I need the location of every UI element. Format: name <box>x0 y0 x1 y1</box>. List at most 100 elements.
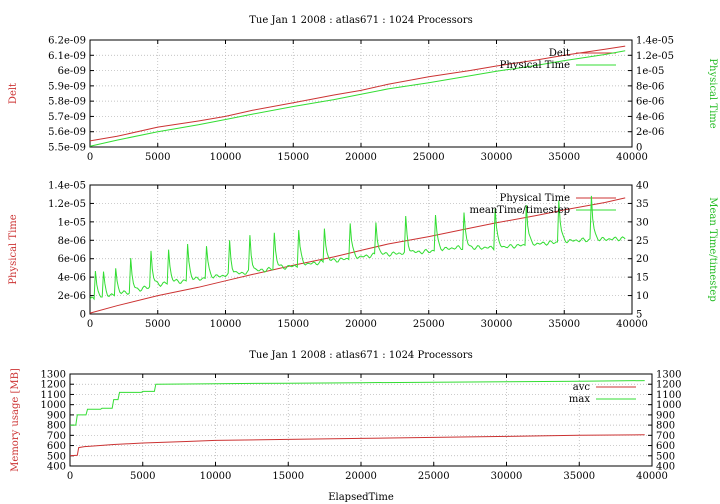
legend-label: Delt <box>549 48 570 59</box>
chart-title: Tue Jan 1 2008 : atlas671 : 1024 Process… <box>249 15 472 26</box>
x-tick-label: 30000 <box>481 152 513 163</box>
y2-tick-label: 1.2e-05 <box>636 51 674 62</box>
y2-tick-label: 0 <box>636 143 642 154</box>
y-tick-label: 600 <box>47 441 66 452</box>
x-tick-label: 0 <box>67 471 73 482</box>
y-tick-label: 400 <box>47 462 66 473</box>
x-tick-label: 15000 <box>277 319 309 330</box>
x-tick-label: 25000 <box>413 152 445 163</box>
y2-tick-label: 1200 <box>656 380 681 391</box>
series-line-delt <box>89 45 626 142</box>
y2-tick-label: 8e-06 <box>636 81 664 92</box>
y2-tick-label: 1300 <box>656 370 681 381</box>
y-tick-label: 700 <box>47 431 66 442</box>
x-tick-label: 15000 <box>272 471 304 482</box>
y2-tick-label: 30 <box>636 217 649 228</box>
series-line-max <box>70 380 645 426</box>
x-tick-label: 5000 <box>145 152 170 163</box>
y-tick-label: 8e-06 <box>58 236 86 247</box>
x-tick-label: 40000 <box>636 471 668 482</box>
x-tick-label: 5000 <box>130 471 155 482</box>
x-tick-label: 30000 <box>481 319 513 330</box>
y-tick-label: 6e-06 <box>58 254 86 265</box>
y2-axis-label: Physical Time <box>707 58 718 128</box>
x-tick-label: 30000 <box>491 471 523 482</box>
y2-tick-label: 2e-06 <box>636 127 664 138</box>
y-tick-label: 5.9e-09 <box>48 81 86 92</box>
y-tick-label: 6.2e-09 <box>48 36 86 47</box>
series-line-physical-time <box>89 197 626 314</box>
y2-tick-label: 1.4e-05 <box>636 36 674 47</box>
y-tick-label: 1.4e-05 <box>48 181 86 192</box>
y2-tick-label: 1000 <box>656 400 681 411</box>
y-tick-label: 6.1e-09 <box>48 51 86 62</box>
x-axis-label: ElapsedTime <box>328 492 394 503</box>
x-tick-label: 25000 <box>413 319 445 330</box>
x-tick-label: 40000 <box>616 152 648 163</box>
y-tick-label: 5.7e-09 <box>48 112 86 123</box>
y-tick-label: 5.5e-09 <box>48 143 86 154</box>
y2-tick-label: 10 <box>636 291 649 302</box>
x-tick-label: 15000 <box>277 152 309 163</box>
y2-tick-label: 1100 <box>656 390 681 401</box>
x-tick-label: 35000 <box>548 152 580 163</box>
y-tick-label: 500 <box>47 451 66 462</box>
y-axis-label: Delt <box>8 83 19 104</box>
y2-tick-label: 20 <box>636 254 649 265</box>
y2-tick-label: 600 <box>656 441 675 452</box>
y-axis-label: Memory usage [MB] <box>10 368 21 472</box>
y2-tick-label: 1e-05 <box>636 66 664 77</box>
series-line-physical-time <box>89 50 626 147</box>
y-tick-label: 5.8e-09 <box>48 97 86 108</box>
x-tick-label: 10000 <box>210 319 242 330</box>
y2-tick-label: 25 <box>636 236 649 247</box>
series-line-avc <box>69 434 645 457</box>
series-line-meantime-timestep <box>89 195 626 301</box>
x-tick-label: 5000 <box>145 319 170 330</box>
x-tick-label: 10000 <box>200 471 232 482</box>
y2-tick-label: 35 <box>636 199 649 210</box>
x-tick-label: 10000 <box>210 152 242 163</box>
x-tick-label: 0 <box>87 319 93 330</box>
y2-tick-label: 15 <box>636 273 649 284</box>
y-tick-label: 4e-06 <box>58 273 86 284</box>
legend-label: max <box>569 394 590 405</box>
y-tick-label: 2e-06 <box>58 291 86 302</box>
y-tick-label: 800 <box>47 421 66 432</box>
y-tick-label: 1200 <box>41 380 66 391</box>
legend-label: Physical Time <box>500 193 570 204</box>
x-tick-label: 35000 <box>548 319 580 330</box>
y-tick-label: 1300 <box>41 370 66 381</box>
y-tick-label: 1000 <box>41 400 66 411</box>
x-tick-label: 0 <box>87 152 93 163</box>
y-tick-label: 0 <box>80 310 86 321</box>
y2-tick-label: 5 <box>636 310 642 321</box>
y-axis-label: Physical Time <box>8 214 19 284</box>
x-tick-label: 20000 <box>345 152 377 163</box>
y-tick-label: 1100 <box>41 390 66 401</box>
y-tick-label: 6e-09 <box>58 66 86 77</box>
y2-tick-label: 900 <box>656 410 675 421</box>
chart-title: Tue Jan 1 2008 : atlas671 : 1024 Process… <box>249 350 472 361</box>
x-tick-label: 25000 <box>418 471 450 482</box>
y2-tick-label: 40 <box>636 181 649 192</box>
legend-label: Physical Time <box>500 60 570 71</box>
y2-tick-label: 400 <box>656 462 675 473</box>
y2-tick-label: 800 <box>656 421 675 432</box>
y2-tick-label: 4e-06 <box>636 112 664 123</box>
y2-axis-label: Mean Time/timestep <box>707 197 718 301</box>
y2-tick-label: 700 <box>656 431 675 442</box>
legend-label: meanTime/timestep <box>469 205 570 216</box>
y-tick-label: 5.6e-09 <box>48 127 86 138</box>
x-tick-label: 40000 <box>616 319 648 330</box>
y-tick-label: 900 <box>47 410 66 421</box>
x-tick-label: 20000 <box>345 471 377 482</box>
legend-label: avc <box>573 382 591 393</box>
y-tick-label: 1.2e-05 <box>48 199 86 210</box>
y-tick-label: 1e-05 <box>58 217 86 228</box>
x-tick-label: 35000 <box>563 471 595 482</box>
x-tick-label: 20000 <box>345 319 377 330</box>
y2-tick-label: 6e-06 <box>636 97 664 108</box>
y2-tick-label: 500 <box>656 451 675 462</box>
